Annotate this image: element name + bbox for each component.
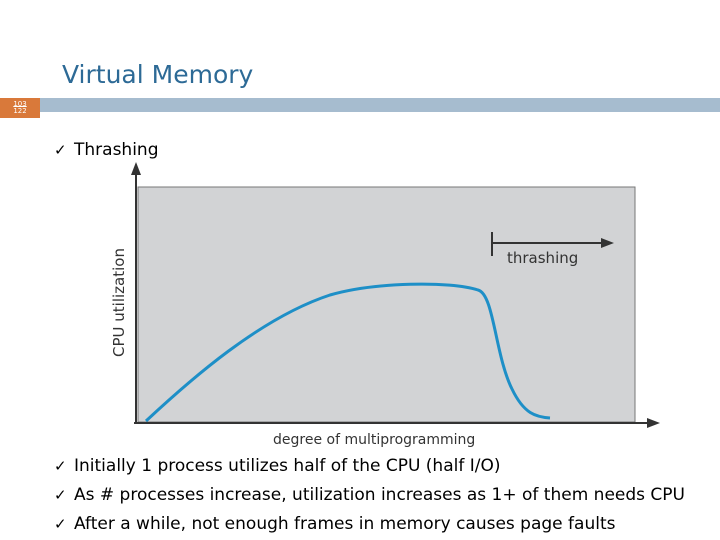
thrashing-label: thrashing [507, 249, 578, 267]
heading-bullet-text: Thrashing [74, 140, 159, 160]
y-axis-label: CPU utilization [110, 248, 128, 357]
list-item: ✓ As # processes increase, utilization in… [54, 485, 685, 505]
heading-bullet: ✓ Thrashing [54, 140, 159, 160]
title-rule [40, 98, 720, 112]
thrashing-arrow-head [601, 238, 614, 248]
bullet-text-2: As # processes increase, utilization inc… [74, 485, 685, 505]
slide-number: 103 122 [0, 98, 40, 118]
x-axis-label: degree of multiprogramming [273, 432, 475, 448]
slide-number-bottom: 122 [13, 107, 27, 115]
list-item: ✓ After a while, not enough frames in mem… [54, 514, 615, 534]
bullet-text-3: After a while, not enough frames in memo… [74, 514, 616, 534]
y-axis-arrow [131, 162, 141, 175]
bullet-text-1: Initially 1 process utilizes half of the… [74, 456, 501, 476]
diagram-panel [137, 186, 636, 423]
check-icon: ✓ [54, 457, 67, 475]
check-icon: ✓ [54, 515, 67, 533]
utilization-curve [144, 282, 551, 423]
check-icon: ✓ [54, 141, 67, 159]
list-item: ✓ Initially 1 process utilizes half of th… [54, 456, 501, 476]
check-icon: ✓ [54, 486, 67, 504]
slide-number-top: 103 [13, 100, 27, 108]
slide-title: Virtual Memory [62, 60, 254, 89]
x-axis-arrow [647, 418, 660, 428]
